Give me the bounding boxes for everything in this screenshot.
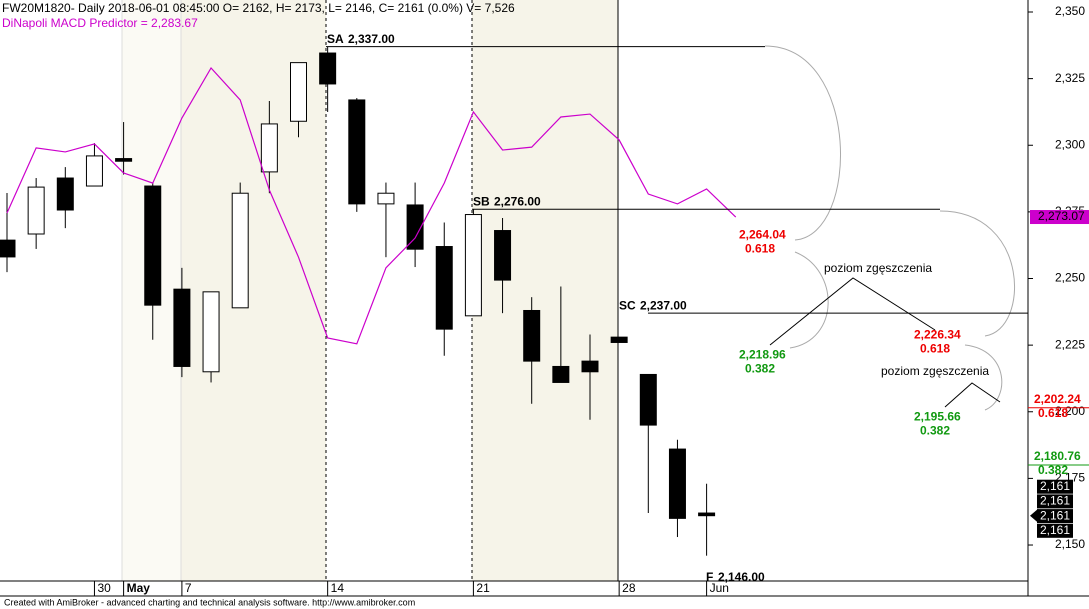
fib-label: 2,195.66 (914, 410, 961, 424)
x-tick-label: Jun (710, 581, 729, 595)
fib-label: 2,218.96 (739, 347, 786, 361)
candle-body (668, 448, 686, 519)
footer: Created with AmiBroker - advanced charti… (4, 597, 415, 607)
price-box-label: 2,161 (1040, 494, 1070, 508)
y-tick-label: 2,325 (1055, 71, 1085, 85)
candle-body (231, 192, 249, 309)
price-box-label: 2,161 (1040, 508, 1070, 522)
price-box (1037, 509, 1073, 524)
arc (964, 344, 1003, 411)
price-box (1037, 479, 1073, 494)
y-tick-label: 2,300 (1055, 137, 1085, 151)
shade (472, 0, 618, 581)
candle-body (581, 360, 599, 373)
candle-body (260, 123, 278, 173)
candle-body (406, 204, 424, 250)
price-box-label: 2,161 (1040, 523, 1070, 537)
arc (789, 251, 829, 349)
candle-body (27, 186, 45, 235)
low-mark-label: 2,146.00 (718, 570, 765, 584)
price-box-label: 2,273.07 (1038, 209, 1085, 223)
swing-name: SA (327, 32, 344, 46)
fib-ratio: 0.618 (745, 241, 775, 255)
candle-body (552, 365, 570, 383)
x-tick-label: 14 (331, 581, 345, 595)
swing-name: SB (473, 194, 490, 208)
swing-label: 2,337.00 (348, 32, 395, 46)
candle-body (115, 158, 133, 162)
swing-name: SC (619, 298, 636, 312)
annotation: poziom zgęszczenia (824, 261, 932, 275)
subtitle: DiNapoli MACD Predictor = 2,283.67 (2, 16, 198, 30)
arc (764, 45, 841, 241)
arc (939, 210, 1015, 337)
price-pointer (1030, 509, 1037, 522)
candle-body (523, 309, 541, 362)
connector (944, 382, 1001, 408)
predictor-line (6, 66, 737, 345)
x-tick-label: 7 (185, 581, 192, 595)
candle-body (639, 373, 657, 426)
annotation: poziom zgęszczenia (881, 364, 989, 378)
fib-ratio: 0.618 (920, 342, 950, 356)
candle-body (610, 336, 628, 343)
title: FW20M1820- Daily 2018-06-01 08:45:00 O= … (2, 1, 515, 15)
fib-ratio: 0.382 (745, 361, 775, 375)
candle-body (202, 291, 220, 373)
fib-label: 2,264.04 (739, 227, 786, 241)
candle-body (348, 99, 366, 205)
candle-body (56, 177, 74, 211)
candle-body (290, 62, 307, 122)
swing-label: 2,276.00 (494, 194, 541, 208)
candle-body (85, 155, 103, 187)
candle-body (464, 214, 482, 317)
low-mark-name: F (706, 570, 713, 584)
fib-label: 2,226.34 (914, 328, 961, 342)
fib-ratio: 0.618 (1038, 406, 1068, 420)
candle-body (494, 230, 512, 281)
y-tick-label: 2,225 (1055, 337, 1085, 351)
candle-body (435, 246, 453, 330)
price-box (1037, 523, 1073, 538)
candle-body (319, 52, 337, 85)
y-tick-label: 2,350 (1055, 4, 1085, 18)
price-box-label: 2,161 (1040, 479, 1070, 493)
arcs (764, 45, 1015, 411)
x-tick-label: May (127, 581, 151, 595)
candle-body (377, 192, 395, 205)
candle-body (698, 512, 716, 517)
fib-ratio: 0.382 (920, 424, 950, 438)
candle-body (173, 288, 191, 367)
x-tick-label: 30 (97, 581, 111, 595)
y-tick-label: 2,250 (1055, 271, 1085, 285)
y-tick-label: 2,150 (1055, 537, 1085, 551)
price-box (1037, 494, 1073, 509)
fib-label: 2,180.76 (1034, 449, 1081, 463)
candle-body (0, 239, 16, 258)
fib-ratio: 0.382 (1038, 463, 1068, 477)
x-tick-label: 21 (476, 581, 490, 595)
candle-body (144, 185, 162, 306)
price-box (1030, 210, 1089, 225)
fib-label: 2,202.24 (1034, 392, 1081, 406)
swing-label: 2,237.00 (640, 298, 687, 312)
x-tick-label: 28 (622, 581, 636, 595)
